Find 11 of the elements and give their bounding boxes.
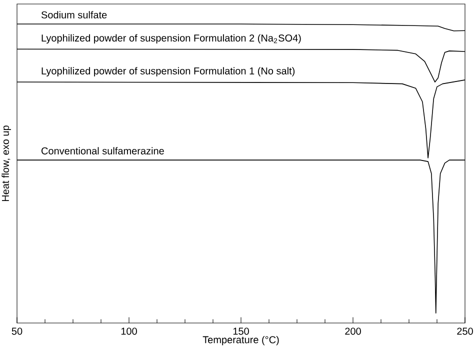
x-tick-label: 50 — [12, 328, 22, 335]
series-label: Lyophilized powder of suspension Formulation 2 (Na$_{2}$SO4) — [42, 34, 301, 44]
series-label: Sodium sulfate — [41, 11, 107, 18]
x-tick-label: 100 — [121, 328, 137, 335]
x-tick-label: 200 — [345, 328, 361, 335]
x-axis-title: Temperature (°C) — [202, 336, 279, 346]
x-tick-label: 250 — [457, 328, 473, 335]
series-label: Lyophilized powder of suspension Formulation 1 (No salt) — [42, 67, 295, 76]
y-axis-title: Heat flow, exo up — [2, 126, 11, 202]
series-label: Conventional sulfamerazine — [42, 147, 164, 154]
x-tick-label: 150 — [233, 328, 249, 335]
